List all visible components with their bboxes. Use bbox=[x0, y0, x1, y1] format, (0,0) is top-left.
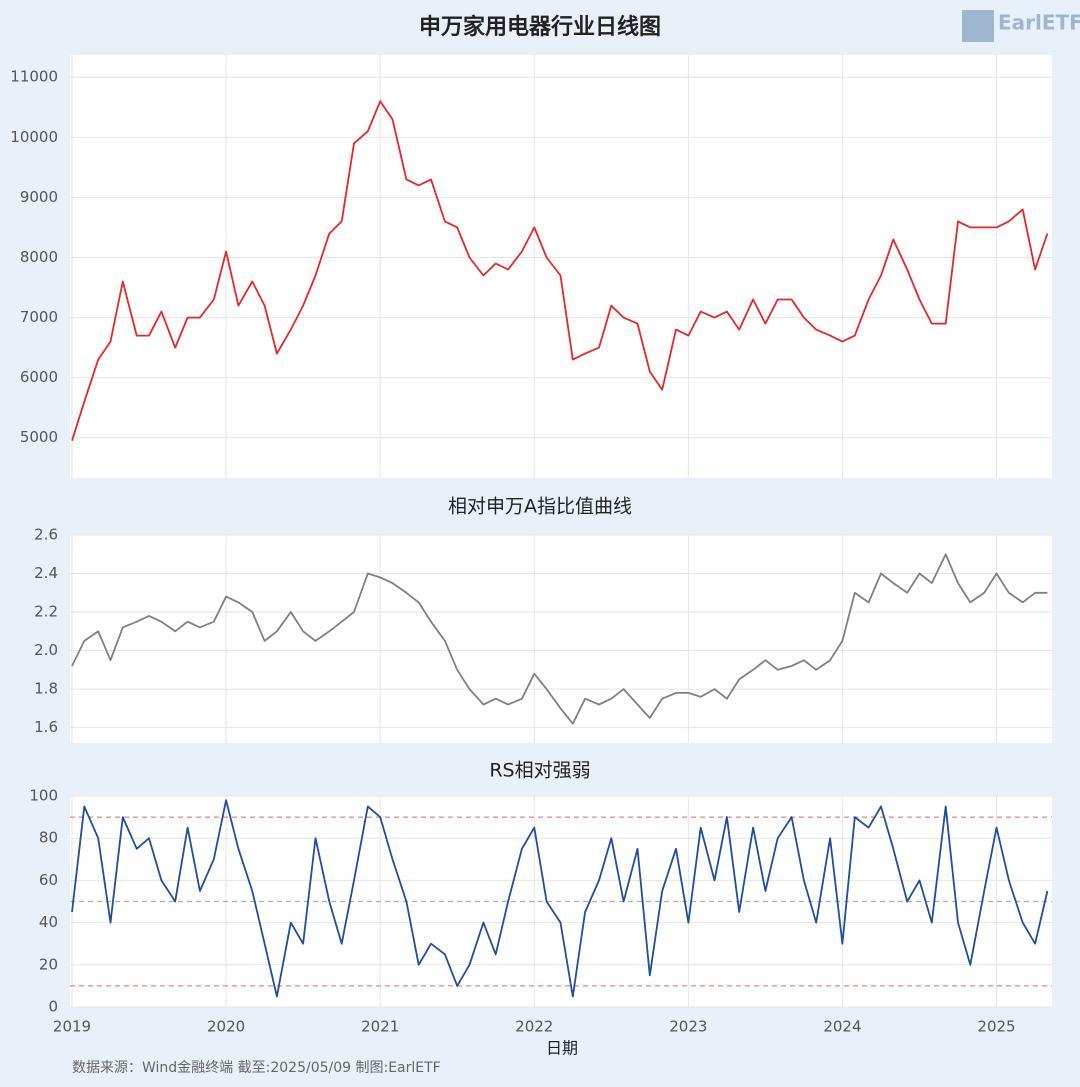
x-tick-label: 2025 bbox=[977, 1018, 1015, 1036]
y-tick-label: 80 bbox=[39, 829, 58, 847]
data-line bbox=[71, 799, 1049, 998]
data-line bbox=[71, 553, 1048, 725]
source: 数据来源：Wind金融终端 截至:2025/05/09 制图:EarlETF bbox=[72, 1060, 441, 1076]
y-tick-label: 1.8 bbox=[34, 680, 58, 698]
y-tick-label: 2.4 bbox=[34, 564, 58, 582]
plot-area bbox=[70, 55, 1052, 478]
x-tick-label: 2023 bbox=[669, 1018, 707, 1036]
y-tick-label: 20 bbox=[39, 955, 58, 973]
y-tick-label: 2.6 bbox=[34, 526, 58, 544]
y-tick-label: 2.0 bbox=[34, 641, 58, 659]
logo-icon bbox=[962, 10, 994, 42]
y-tick-label: 9000 bbox=[20, 188, 58, 206]
x-tick-label: 2020 bbox=[207, 1018, 245, 1036]
x-axis-label: 日期 bbox=[546, 1039, 578, 1058]
y-tick-label: 100 bbox=[29, 787, 58, 805]
y-tick-label: 60 bbox=[39, 871, 58, 889]
plot-area bbox=[70, 535, 1052, 743]
data-line bbox=[71, 100, 1049, 441]
y-tick-label: 5000 bbox=[20, 428, 58, 446]
y-tick-label: 8000 bbox=[20, 248, 58, 266]
y-tick-label: 0 bbox=[48, 998, 58, 1016]
y-tick-label: 10000 bbox=[10, 128, 58, 146]
y-tick-label: 40 bbox=[39, 913, 58, 931]
x-tick-label: 2021 bbox=[361, 1018, 399, 1036]
logo: EarlETF bbox=[998, 11, 1080, 35]
y-tick-label: 2.2 bbox=[34, 603, 58, 621]
chart-title: RS相对强弱 bbox=[489, 760, 590, 782]
x-tick-label: 2022 bbox=[515, 1018, 553, 1036]
y-tick-label: 11000 bbox=[10, 68, 58, 86]
x-tick-label: 2024 bbox=[823, 1018, 861, 1036]
y-tick-label: 7000 bbox=[20, 308, 58, 326]
y-tick-label: 1.6 bbox=[34, 718, 58, 736]
y-tick-label: 6000 bbox=[20, 368, 58, 386]
chart-title: 申万家用电器行业日线图 bbox=[419, 14, 661, 40]
chart-title: 相对申万A指比值曲线 bbox=[448, 496, 632, 518]
x-tick-label: 2019 bbox=[53, 1018, 91, 1036]
